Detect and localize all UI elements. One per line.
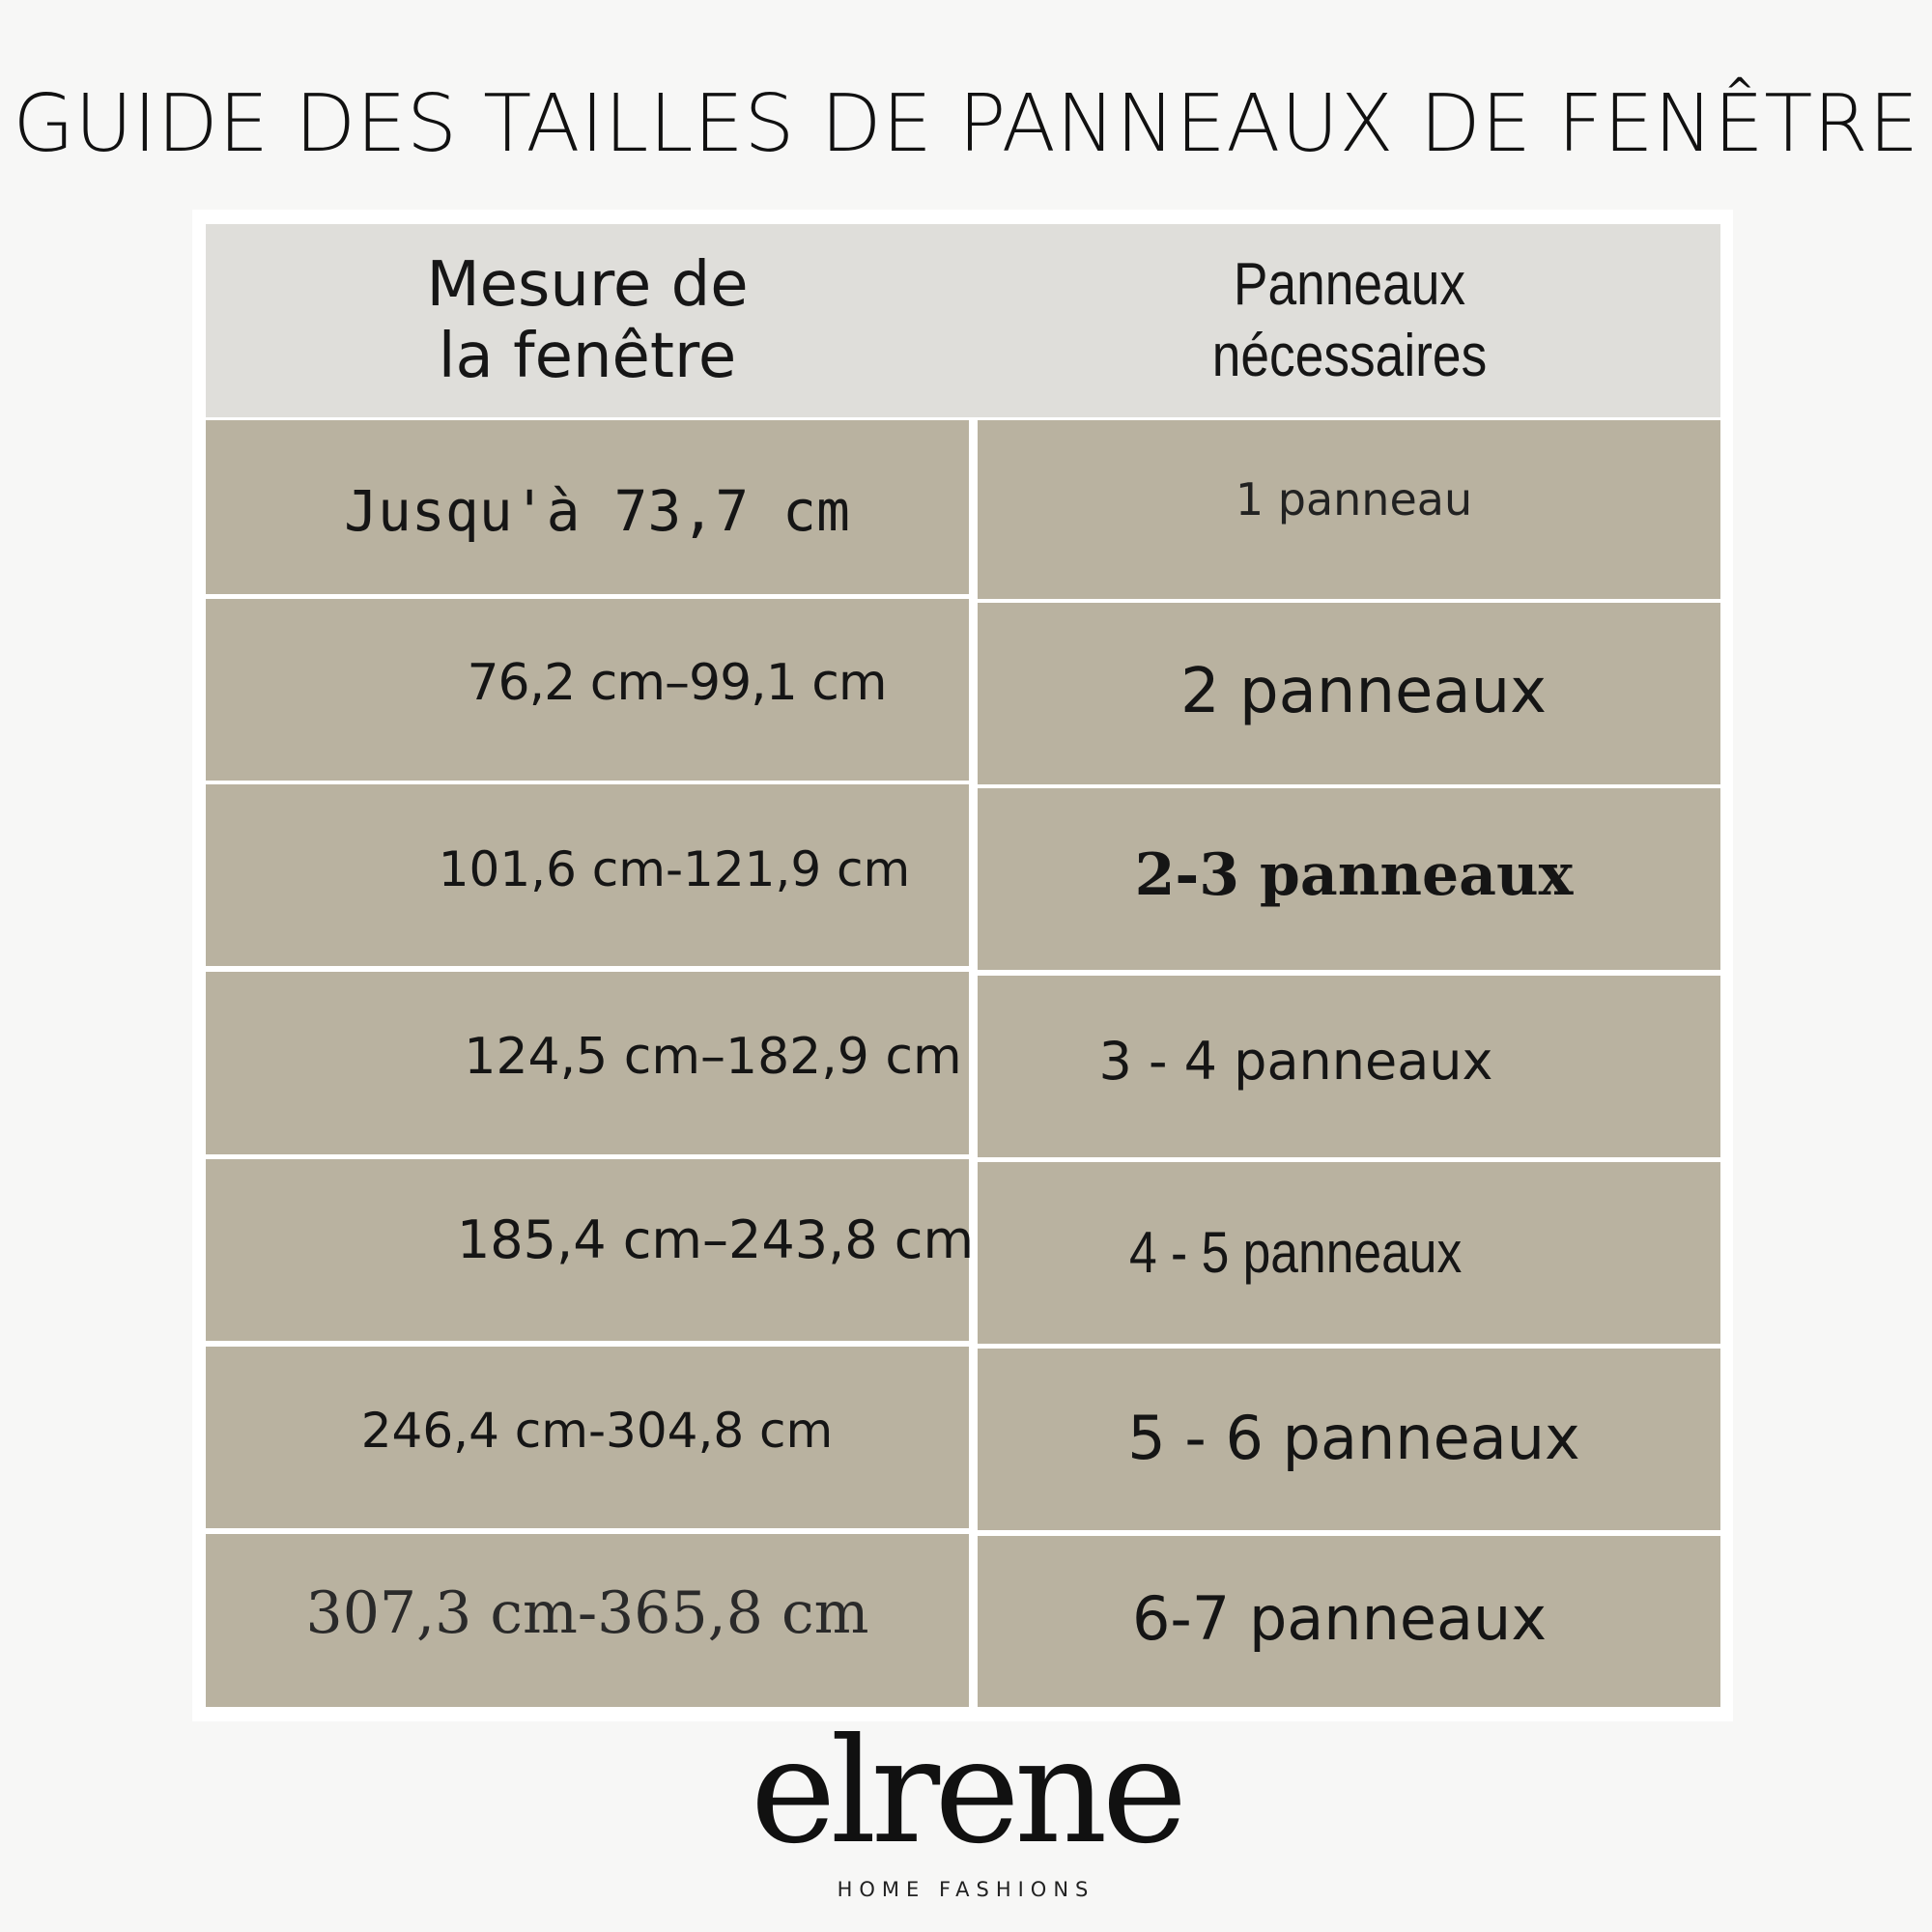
table-row-3-measure: 101,6 cm-121,9 cm — [206, 784, 969, 966]
table-row-6-measure: 246,4 cm-304,8 cm — [206, 1347, 969, 1528]
table-row-3-panels: 2-3 panneaux — [978, 788, 1720, 970]
panels-text: 2 panneaux — [1179, 656, 1548, 727]
measure-text: 246,4 cm-304,8 cm — [360, 1403, 834, 1459]
panels-text: 3 - 4 panneaux — [1098, 1030, 1493, 1092]
table-row-7-panels: 6-7 panneaux — [978, 1536, 1720, 1707]
panels-text: 4 - 5 panneaux — [1129, 1219, 1463, 1285]
header-measure-line-2: la fenêtre — [438, 321, 737, 392]
header-panels-line-2: nécessaires — [1211, 323, 1488, 389]
page-title: GUIDE DES TAILLES DE PANNEAUX DE FENÊTRE — [13, 78, 1919, 170]
measure-text: 76,2 cm–99,1 cm — [467, 654, 887, 712]
measure-text: 124,5 cm–182,9 cm — [464, 1027, 962, 1086]
measure-text: 307,3 cm-365,8 cm — [305, 1578, 869, 1647]
table-row-4-measure: 124,5 cm–182,9 cm — [206, 972, 969, 1154]
table-row-2-panels: 2 panneaux — [978, 603, 1720, 784]
header-window-measure: Mesure de la fenêtre — [206, 224, 969, 417]
table-row-4-panels: 3 - 4 panneaux — [978, 976, 1720, 1157]
measure-text: 185,4 cm–243,8 cm — [456, 1208, 975, 1270]
table-row-6-panels: 5 - 6 panneaux — [978, 1349, 1720, 1530]
brand-name: elrene — [750, 1708, 1188, 1876]
brand-tagline: HOME FASHIONS — [837, 1878, 1095, 1901]
table-row-5-measure: 185,4 cm–243,8 cm — [206, 1159, 974, 1341]
table-row-5-panels: 4 - 5 panneaux — [978, 1162, 1720, 1344]
header-panels-needed: Panneaux nécessaires — [1031, 224, 1668, 417]
header-measure-line-1: Mesure de — [426, 249, 749, 321]
panels-text: 6-7 panneaux — [1131, 1583, 1548, 1654]
brand-logo: elrene HOME FASHIONS — [0, 1719, 1932, 1901]
table-row-1-measure: Jusqu'à 73,7 cm — [206, 420, 969, 594]
table-row-2-measure: 76,2 cm–99,1 cm — [206, 599, 969, 781]
table-row-7-measure: 307,3 cm-365,8 cm — [206, 1534, 969, 1707]
measure-text: Jusqu'à 73,7 cm — [344, 478, 850, 544]
panels-text: 5 - 6 panneaux — [1127, 1402, 1580, 1473]
panels-text: 1 panneau — [1235, 472, 1473, 526]
panels-text: 2-3 panneaux — [1134, 841, 1574, 909]
measure-text: 101,6 cm-121,9 cm — [438, 841, 911, 897]
table-header-row: Mesure de la fenêtre Panneaux nécessaire… — [206, 224, 1720, 417]
header-panels-line-1: Panneaux — [1233, 251, 1466, 318]
table-row-1-panels: 1 panneau — [978, 420, 1720, 599]
